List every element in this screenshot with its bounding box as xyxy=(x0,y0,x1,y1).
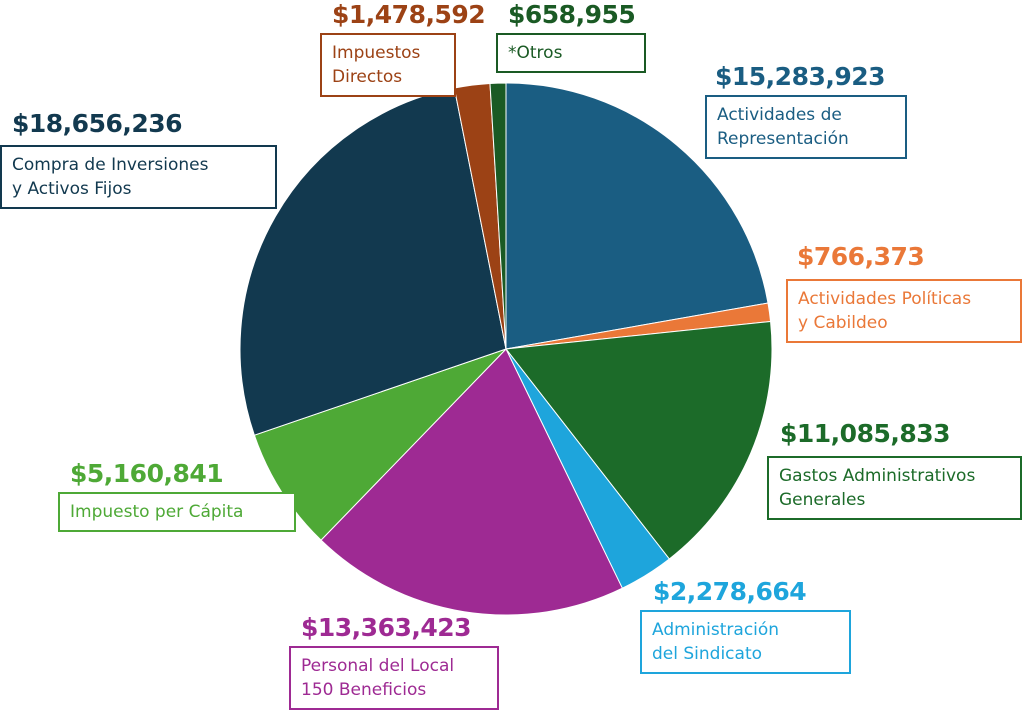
callout-impuestos-directos: $1,478,592 Impuestos Directos xyxy=(320,0,486,97)
slice-amount: $5,160,841 xyxy=(70,459,224,488)
pie-slice xyxy=(505,82,769,350)
callout-gastos-administrativos: $11,085,833 Gastos Administrativos Gener… xyxy=(767,419,1022,520)
slice-amount: $766,373 xyxy=(797,242,925,271)
slice-amount: $1,478,592 xyxy=(332,0,486,29)
pie-slice xyxy=(489,82,507,350)
pie-slice xyxy=(505,320,773,560)
callout-compra-inversiones: $18,656,236 Compra de Inversiones y Acti… xyxy=(0,109,277,209)
callout-administracion-sindicato: $2,278,664 Administración del Sindicato xyxy=(640,577,851,674)
slice-label: *Otros xyxy=(496,33,646,73)
slice-label: Actividades Políticas y Cabildeo xyxy=(786,279,1022,343)
slice-label: Actividades de Representación xyxy=(705,95,907,159)
callout-impuesto-per-capita: $5,160,841 Impuesto per Cápita xyxy=(58,459,296,532)
slice-amount: $15,283,923 xyxy=(715,62,886,91)
slice-label: Impuestos Directos xyxy=(320,33,456,97)
slice-amount: $2,278,664 xyxy=(653,577,807,606)
callout-actividades-representacion: $15,283,923 Actividades de Representació… xyxy=(705,62,907,159)
slice-amount: $18,656,236 xyxy=(12,109,183,138)
callout-actividades-politicas: $766,373 Actividades Políticas y Cabilde… xyxy=(786,242,1022,343)
pie-slice xyxy=(239,87,507,436)
slice-label: Gastos Administrativos Generales xyxy=(767,456,1022,520)
slice-label: Compra de Inversiones y Activos Fijos xyxy=(0,145,277,209)
pie-slice xyxy=(320,348,624,616)
pie-slice xyxy=(253,348,507,541)
callout-personal-local: $13,363,423 Personal del Local 150 Benef… xyxy=(289,613,499,710)
slice-amount: $658,955 xyxy=(508,0,636,29)
slice-label: Personal del Local 150 Beneficios xyxy=(289,646,499,710)
callout-otros: $658,955 *Otros xyxy=(496,0,646,73)
slice-label: Administración del Sindicato xyxy=(640,610,851,674)
slice-amount: $11,085,833 xyxy=(780,419,951,448)
slice-label: Impuesto per Cápita xyxy=(58,492,296,532)
slice-amount: $13,363,423 xyxy=(301,613,472,642)
